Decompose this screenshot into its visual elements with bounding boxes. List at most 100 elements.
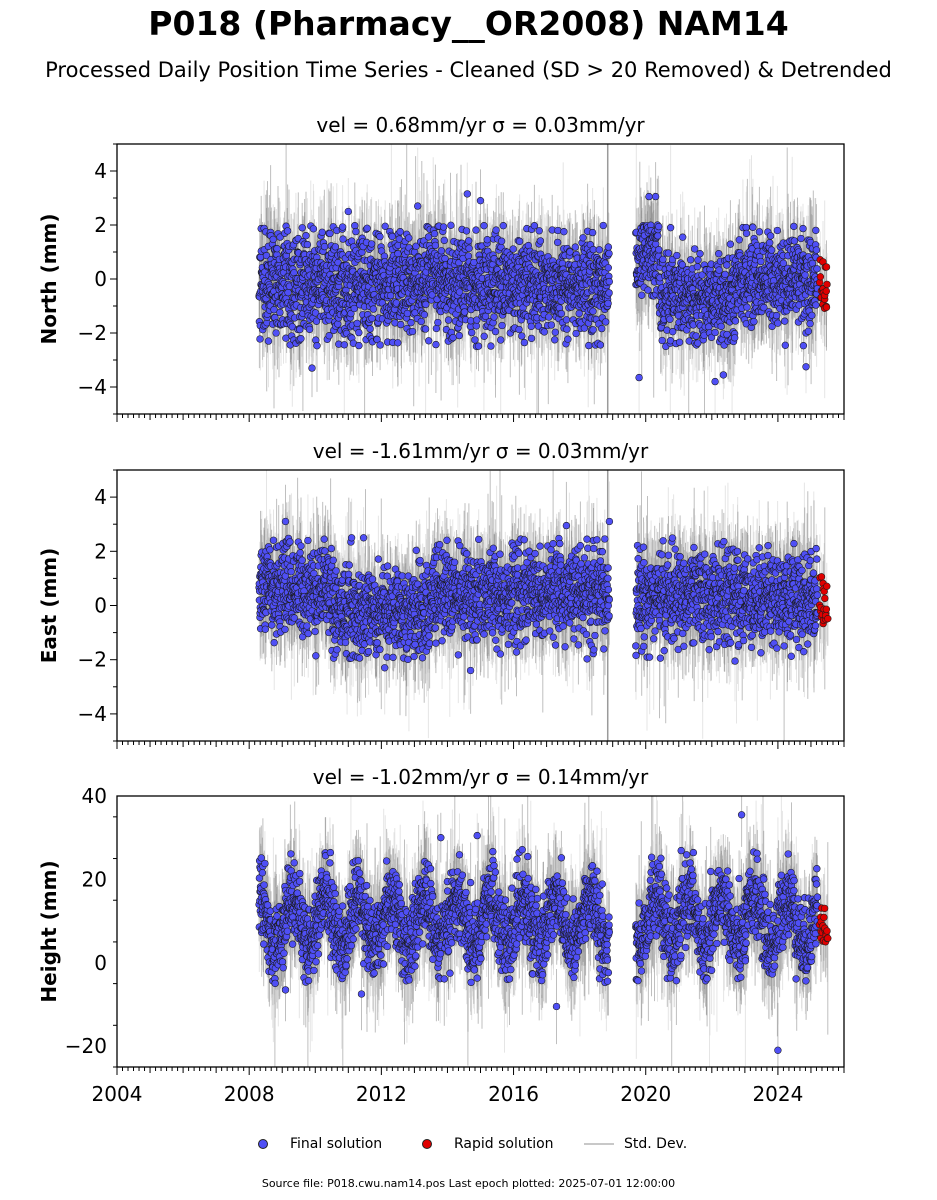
final-point	[312, 317, 321, 325]
final-point	[320, 242, 329, 251]
final-point	[551, 336, 559, 344]
final-point	[412, 242, 420, 250]
final-point	[296, 325, 304, 334]
final-point	[439, 223, 448, 231]
north-plot-area	[255, 144, 831, 414]
final-point	[270, 306, 278, 314]
final-point	[431, 241, 440, 250]
final-point	[264, 337, 273, 345]
final-point	[368, 314, 376, 323]
final-point	[303, 240, 312, 249]
final-point	[467, 317, 475, 325]
final-point	[366, 325, 374, 333]
final-point	[381, 222, 389, 230]
final-point	[302, 232, 310, 240]
final-point	[464, 252, 473, 260]
figure-subtitle: Processed Daily Position Time Series - C…	[45, 58, 892, 82]
final-point	[499, 222, 507, 230]
final-point	[367, 240, 376, 248]
final-point	[376, 341, 384, 349]
figure-title: P018 (Pharmacy__OR2008) NAM14	[148, 4, 789, 43]
final-point	[417, 317, 425, 326]
final-point	[284, 288, 292, 297]
final-point	[535, 227, 543, 235]
height-panel-title: vel = -1.02mm/yr σ = 0.14mm/yr	[312, 765, 649, 789]
final-point	[420, 311, 429, 319]
final-point	[465, 237, 473, 245]
final-point	[318, 228, 326, 236]
final-point	[455, 288, 464, 296]
final-point	[408, 327, 417, 336]
final-point	[425, 337, 433, 345]
final-point	[560, 228, 568, 236]
final-point	[276, 308, 284, 317]
final-point	[554, 226, 562, 235]
final-point	[497, 336, 505, 344]
final-point	[269, 235, 277, 244]
final-point	[340, 341, 348, 349]
final-point	[298, 224, 306, 232]
final-point	[432, 324, 441, 333]
final-point	[331, 243, 340, 251]
final-point	[480, 332, 488, 340]
north-panel-title: vel = 0.68mm/yr σ = 0.03mm/yr	[316, 113, 645, 137]
final-point	[363, 224, 371, 232]
final-point	[325, 332, 333, 340]
final-point	[311, 309, 320, 317]
final-point	[355, 341, 363, 350]
final-point	[455, 331, 463, 340]
final-point	[563, 325, 571, 333]
final-point	[273, 245, 281, 253]
final-point	[481, 312, 490, 321]
final-point	[272, 329, 280, 337]
final-point	[547, 321, 556, 329]
final-point	[468, 328, 476, 337]
final-point	[394, 250, 402, 258]
final-point	[434, 318, 442, 327]
final-point	[447, 221, 455, 229]
final-point	[283, 227, 292, 235]
final-point	[432, 340, 440, 349]
final-point	[566, 248, 574, 256]
final-point	[527, 322, 535, 331]
final-point	[480, 222, 488, 230]
final-point	[396, 228, 404, 236]
final-point	[297, 335, 305, 343]
final-point	[334, 320, 342, 328]
final-point	[388, 232, 396, 241]
final-point	[551, 328, 559, 336]
final-point	[407, 319, 415, 327]
final-point	[497, 237, 506, 245]
final-point	[350, 304, 358, 313]
final-point	[462, 227, 471, 235]
final-point	[444, 316, 453, 324]
final-point	[492, 226, 500, 234]
final-point	[352, 227, 360, 236]
final-point	[449, 333, 457, 342]
final-point	[326, 229, 334, 238]
final-point	[474, 342, 483, 350]
final-point	[313, 342, 321, 350]
final-point	[498, 321, 506, 330]
final-point	[530, 222, 539, 230]
final-point	[256, 335, 264, 343]
final-point	[518, 332, 526, 340]
final-point	[338, 223, 347, 231]
final-point	[465, 244, 473, 252]
final-point	[515, 325, 523, 334]
east-panel-title: vel = -1.61mm/yr σ = 0.03mm/yr	[312, 439, 649, 463]
final-point	[515, 237, 524, 246]
final-point	[262, 251, 271, 260]
final-point	[405, 234, 413, 242]
final-point	[509, 245, 517, 253]
final-point	[540, 328, 548, 336]
final-point	[564, 335, 572, 343]
final-point	[339, 235, 347, 243]
final-point	[562, 316, 571, 324]
final-point	[534, 322, 543, 330]
final-point	[422, 300, 430, 309]
final-point	[471, 336, 479, 344]
final-point	[571, 243, 579, 251]
final-point	[472, 226, 480, 234]
